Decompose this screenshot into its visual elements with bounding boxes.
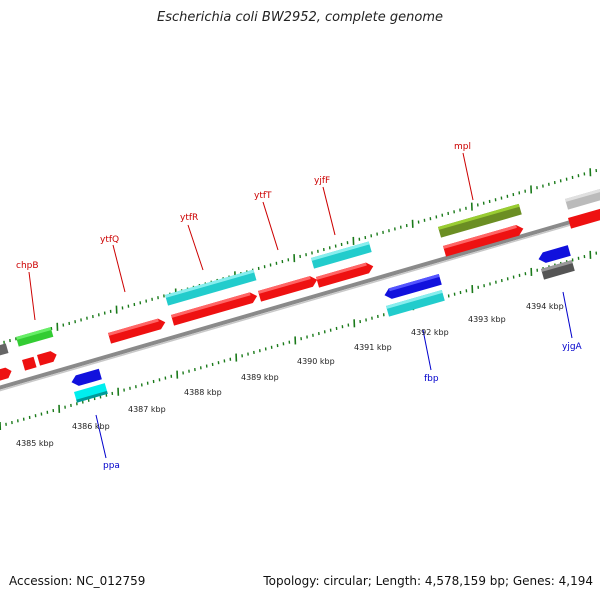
gene-feature[interactable]	[438, 203, 522, 238]
gene-label-yjfF[interactable]: yjfF	[314, 176, 330, 186]
gene-label-ppa[interactable]: ppa	[103, 461, 120, 471]
gene-feature[interactable]	[0, 366, 13, 383]
feature-track-reverse	[70, 245, 575, 403]
gene-feature[interactable]	[108, 317, 167, 344]
gene-label-chpB[interactable]: chpB	[16, 261, 39, 271]
gene-feature[interactable]	[565, 185, 600, 210]
feature-track-forward	[0, 185, 600, 383]
gene-label-ytfR[interactable]: ytfR	[180, 213, 198, 223]
tick-track-upper	[3, 168, 598, 344]
scale-label: 4387 kbp	[128, 405, 166, 414]
gene-feature[interactable]	[0, 343, 9, 361]
scale-label: 4392 kbp	[411, 328, 449, 337]
gene-feature[interactable]	[37, 350, 58, 366]
gene-feature[interactable]	[383, 274, 442, 301]
accession-label: Accession: NC_012759	[9, 574, 146, 588]
gene-feature[interactable]	[443, 223, 525, 257]
gene-feature[interactable]	[311, 241, 372, 269]
gene-label-ytfT[interactable]: ytfT	[254, 191, 272, 201]
tick-track-lower	[0, 250, 598, 431]
scale-labels: 4385 kbp 4386 kbp 4387 kbp 4388 kbp 4389…	[16, 302, 564, 448]
gene-feature[interactable]	[541, 260, 575, 280]
gene-feature[interactable]	[258, 274, 319, 302]
scale-label: 4388 kbp	[184, 388, 222, 397]
gene-feature[interactable]	[537, 245, 571, 264]
gene-feature[interactable]	[70, 368, 102, 388]
map-title: Escherichia coli BW2952, complete genome	[157, 10, 443, 25]
gene-feature[interactable]	[74, 383, 108, 403]
gene-label-fbp[interactable]: fbp	[424, 374, 439, 384]
scale-label: 4393 kbp	[468, 315, 506, 324]
scale-label: 4390 kbp	[297, 357, 335, 366]
gene-feature[interactable]	[15, 327, 54, 347]
scale-label: 4385 kbp	[16, 439, 54, 448]
gene-label-mpl[interactable]: mpl	[454, 142, 471, 152]
gene-feature[interactable]	[165, 269, 257, 306]
backbone	[0, 211, 600, 392]
gene-feature[interactable]	[386, 290, 445, 317]
label-leaders	[28, 152, 573, 459]
gene-feature[interactable]	[171, 291, 259, 326]
scale-label: 4389 kbp	[241, 373, 279, 382]
genome-summary: Topology: circular; Length: 4,578,159 bp…	[263, 574, 593, 588]
gene-labels: chpB ytfQ ytfR ytfT yjfF mpl ppa fbp yjg…	[16, 142, 583, 471]
gene-feature[interactable]	[316, 261, 375, 288]
gene-label-yjgA[interactable]: yjgA	[562, 342, 583, 352]
scale-label: 4391 kbp	[354, 343, 392, 352]
scale-label: 4386 kbp	[72, 422, 110, 431]
gene-feature[interactable]	[568, 206, 600, 229]
gene-label-ytfQ[interactable]: ytfQ	[100, 235, 119, 245]
scale-label: 4394 kbp	[526, 302, 564, 311]
gene-feature[interactable]	[22, 356, 37, 371]
